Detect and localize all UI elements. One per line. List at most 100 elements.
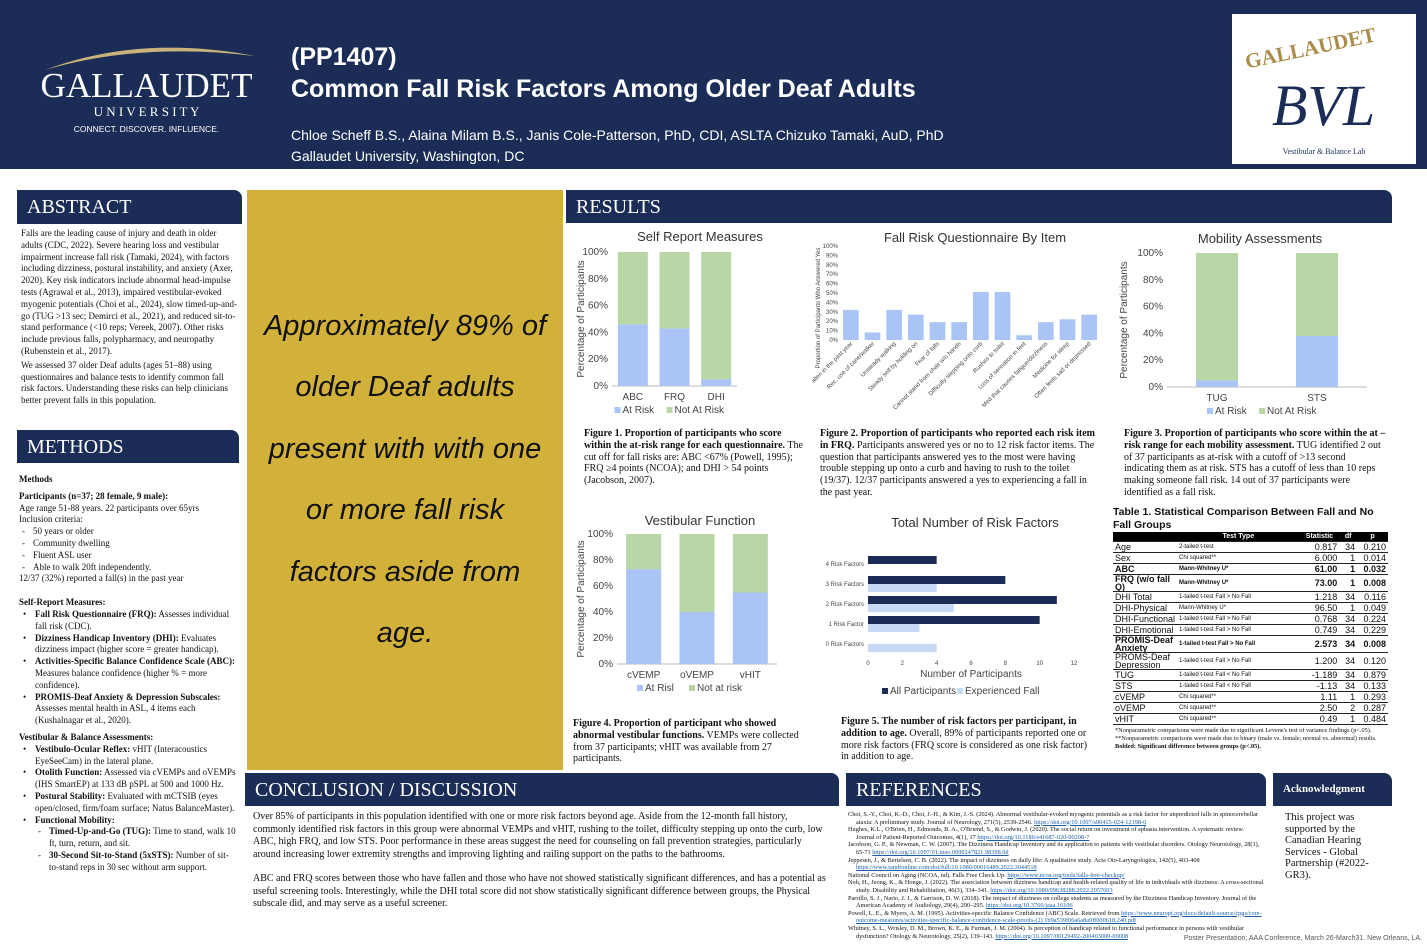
bar-not-at-risk xyxy=(617,252,648,325)
table-cell: 34 xyxy=(1339,652,1358,670)
table-cell: 1 xyxy=(1339,574,1358,592)
legend-label: Not At Risk xyxy=(1267,406,1317,417)
bar-experienced-fall xyxy=(868,604,954,612)
bar-at-risk xyxy=(659,328,690,386)
bar-not-at-risk xyxy=(679,534,715,612)
table-row: cVEMP Chi squared** 1.11 1 0.293 xyxy=(1113,691,1388,703)
reference-link[interactable]: https://doi.org/10.3766/jaaa.16106 xyxy=(985,902,1073,910)
methods-heading: METHODS xyxy=(17,430,239,463)
conclusion-heading: CONCLUSION / DISCUSSION xyxy=(245,773,839,806)
table-cell: 1 xyxy=(1339,563,1358,575)
frq-item-bar xyxy=(908,314,924,340)
legend-swatch xyxy=(957,688,963,694)
frq-item-bar xyxy=(864,332,881,340)
lab-arc-text: GALLAUDET xyxy=(1242,22,1378,74)
fig4-title: Vestibular Function xyxy=(644,513,756,528)
table-cell: 34 xyxy=(1339,541,1358,553)
y-tick-label: 80% xyxy=(826,263,839,269)
poster-code: (PP1407) xyxy=(291,43,397,71)
y-tick-label: 70% xyxy=(826,272,839,278)
y-tick-label: 0 Risk Factors xyxy=(826,642,864,648)
table-cell: DHI-Physical xyxy=(1113,602,1178,614)
bar-at-risk xyxy=(1296,336,1338,387)
table-cell: 0.210 xyxy=(1357,541,1388,553)
legend-label: Not at risk xyxy=(697,683,743,694)
frq-item-bar xyxy=(1038,322,1054,340)
lab-monogram: BVL xyxy=(1272,73,1376,138)
ack-heading: Acknowledgment xyxy=(1273,773,1392,806)
legend-label: Not At Risk xyxy=(675,405,725,416)
table-cell: 0.224 xyxy=(1357,613,1388,625)
table-row: PROMS-Deaf Depression 1-tailed t-test Fal… xyxy=(1113,652,1388,670)
table-cell: 34 xyxy=(1339,624,1358,636)
table-note: Bolded: Significant difference between g… xyxy=(1115,743,1261,750)
frq-item-bar xyxy=(994,292,1011,340)
reference-item: Hughes, K.L., O'Brien, H., Edmonds, B. A… xyxy=(848,826,1244,841)
table-cell: -1.189 xyxy=(1299,669,1340,681)
table-cell: 1.200 xyxy=(1299,652,1340,670)
criteria-item: Fluent ASL user xyxy=(19,550,238,562)
reference-item: Choi, S.-Y., Choi, K.-D., Choi, J.-H., &… xyxy=(848,811,1259,826)
legend-label: At Risk xyxy=(623,405,656,416)
reference-item: Whitney, S. L., Wrisley, D. M., Brown, K… xyxy=(848,924,1244,940)
table-row: Age 2-tailed t-test 0.817 34 0.210 xyxy=(1113,541,1388,553)
y-tick-label: 0% xyxy=(1149,382,1164,393)
y-tick-label: 80% xyxy=(1143,275,1163,286)
srm-list: Fall Risk Questionnaire (FRQ): Assesses … xyxy=(19,609,238,727)
x-tick-label: 2 xyxy=(901,661,905,667)
x-tick-label: 8 xyxy=(1004,661,1008,667)
reference-link[interactable]: https://doi.org/10.1186/s41687-020-00208… xyxy=(977,833,1090,841)
poster-header xyxy=(0,0,1427,169)
table-cell: 0.032 xyxy=(1357,563,1388,575)
reference-link[interactable]: https://www.ncoa.org/tools/falls-free-ch… xyxy=(1007,871,1125,879)
highlight-text: Approximately 89% of older Deaf adults p… xyxy=(263,309,547,650)
bar-experienced-fall xyxy=(868,624,920,632)
ack-text: This project was supported by the Canadi… xyxy=(1285,812,1369,881)
table-row: ABC Mann-Whitney U* 61.00 1 0.032 xyxy=(1113,563,1388,575)
srm-item: PROMIS-Deaf Anxiety & Depression Subscal… xyxy=(19,692,238,727)
table-cell: 0.008 xyxy=(1357,635,1388,653)
table-cell: Mann-Whitney U* xyxy=(1177,574,1300,592)
conclusion-body: Over 85% of participants in this populat… xyxy=(253,811,831,911)
y-tick-label: 20% xyxy=(588,354,608,365)
reference-link[interactable]: https://doi.org/10.1097/00129492-2004030… xyxy=(995,932,1129,940)
table-row: TUG 1-tailed t-test Fall < No Fall -1.189 3… xyxy=(1113,669,1388,681)
fig4-caption: Figure 4. Proportion of participant who … xyxy=(573,718,799,765)
results-heading: RESULTS xyxy=(566,190,1392,223)
table-cell: STS xyxy=(1113,680,1178,692)
table-note: **Nonparametric comparisons were made du… xyxy=(1115,735,1377,742)
reference-item: Jacobson, G. P., & Newman, C. W. (2007).… xyxy=(848,841,1260,856)
reference-link[interactable]: https://doi.org/10.1080/09638288.2022.20… xyxy=(990,886,1113,894)
methods-sub: Methods xyxy=(19,474,53,484)
x-tick-label: DHI xyxy=(708,392,725,403)
legend-swatch xyxy=(637,685,643,691)
table-row: FRQ (w/o fall Q) Mann-Whitney U* 73.00 1 0.0… xyxy=(1113,574,1388,592)
reference-link[interactable]: https://doi.org/10.1097/01.mao.000024782… xyxy=(872,848,1009,856)
bar-not-at-risk xyxy=(1296,253,1338,337)
y-tick-label: 60% xyxy=(826,282,839,288)
y-tick-label: 4 Risk Factors xyxy=(826,562,864,568)
reference-link[interactable]: https://www.neuropt.org/docs/default-sou… xyxy=(856,909,1262,925)
table-cell: 0.049 xyxy=(1357,602,1388,614)
inclusion-label: Inclusion criteria: xyxy=(19,514,83,525)
frq-item-bar xyxy=(929,322,946,340)
table-cell: PROMIS-Deaf Anxiety xyxy=(1113,635,1178,653)
bar-experienced-fall xyxy=(868,584,937,592)
table-row: Sex Chi squared** 6.000 1 0.014 xyxy=(1113,552,1388,564)
bar-at-risk xyxy=(1196,380,1238,387)
reference-link[interactable]: https://www.tandfonline.com/doi/full/10.… xyxy=(856,864,1037,872)
criteria-item: Able to walk 20ft independently. xyxy=(19,562,238,574)
table-cell: 0.749 xyxy=(1299,624,1340,636)
y-tick-label: 80% xyxy=(588,274,608,285)
affiliation: Gallaudet University, Washington, DC xyxy=(291,148,525,164)
stats-table: Test Type Statistic df p Age 2-tailed t-t… xyxy=(1113,532,1388,725)
bar-at-risk xyxy=(617,324,648,386)
y-tick-label: 10% xyxy=(826,329,839,335)
reference-item: Noh, H., Jeong, K., & Honge, J. (2022). … xyxy=(848,879,1264,894)
lab-name: Vestibular & Balance Lab xyxy=(1282,147,1366,156)
y-tick-label: 0% xyxy=(599,659,614,670)
highlight-box: Approximately 89% of older Deaf adults p… xyxy=(247,190,563,770)
x-tick-label: 0 xyxy=(866,661,870,667)
reference-link[interactable]: https://doi.org/10.1007/s00415-024-12198… xyxy=(1034,818,1147,826)
fig1-chart: Percentage of Participants 0% 20% 40% 60% 80%… xyxy=(576,247,737,416)
